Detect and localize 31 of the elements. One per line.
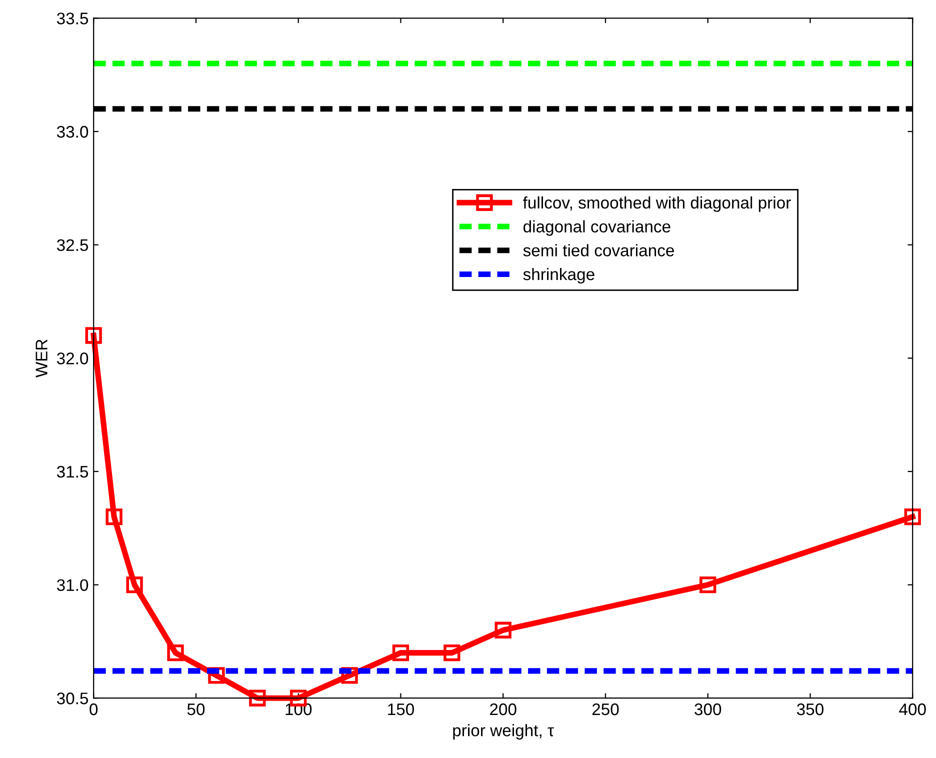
legend-label: semi tied covariance — [523, 244, 674, 256]
point — [700, 576, 716, 594]
point — [392, 644, 410, 662]
x-tick-label: 400 — [899, 703, 926, 716]
legend-label: diagonal covariance — [523, 220, 670, 236]
y-tick-label: 33.5 — [56, 12, 88, 24]
point — [494, 622, 512, 638]
y-axis-title: WER — [36, 339, 48, 378]
x-tick-label: 300 — [694, 703, 722, 716]
point — [85, 327, 102, 344]
x-tick-label: 50 — [187, 703, 205, 716]
y-tick-label: 31.5 — [56, 466, 88, 478]
point — [444, 644, 460, 662]
point — [904, 508, 921, 526]
y-tick-label: 32.0 — [56, 352, 88, 364]
y-tick-label: 30.5 — [56, 692, 88, 704]
legend-label: fullcov, smoothed with diagonal prior — [523, 196, 791, 212]
point — [167, 644, 184, 662]
point — [106, 508, 122, 526]
x-tick-label: 250 — [592, 703, 619, 716]
point — [126, 576, 143, 594]
x-tick-label: 150 — [388, 703, 414, 716]
y-tick-label: 33.0 — [56, 126, 88, 138]
y-tick-label: 31.0 — [56, 579, 88, 591]
x-axis-title: prior weight, τ — [453, 724, 554, 740]
y-tick-label: 32.5 — [56, 239, 88, 252]
x-tick-label: 200 — [490, 703, 516, 716]
x-tick-label: 350 — [796, 703, 824, 716]
x-tick-label: 0 — [90, 703, 98, 716]
point — [249, 690, 266, 706]
legend-label: shrinkage — [523, 268, 594, 284]
